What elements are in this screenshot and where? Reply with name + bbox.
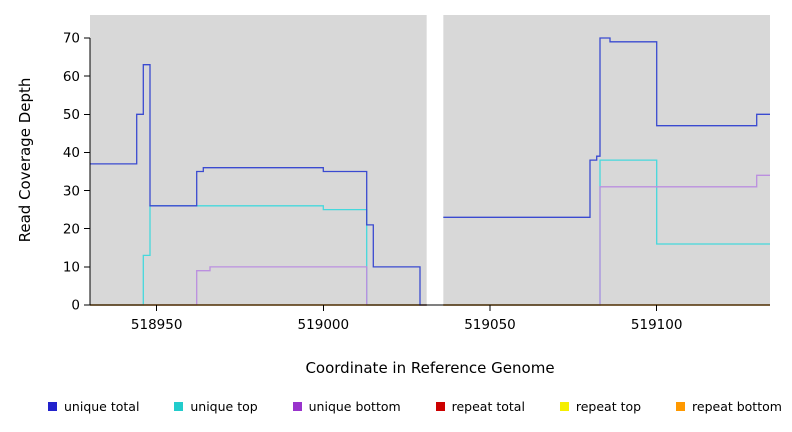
legend-label: repeat bottom (692, 399, 782, 414)
legend: unique total unique top unique bottom repea… (48, 399, 782, 414)
legend-swatch-repeat-bottom (676, 402, 686, 411)
y-axis-title: Read Coverage Depth (16, 77, 34, 243)
y-tick-label: 50 (63, 107, 80, 123)
legend-label: unique top (190, 399, 258, 414)
legend-item-repeat-bottom: repeat bottom (676, 399, 782, 414)
legend-item-unique-bottom: unique bottom (292, 399, 401, 414)
y-tick-label: 10 (63, 260, 80, 276)
x-tick-label: 519000 (298, 317, 350, 333)
y-tick-label: 60 (63, 69, 80, 85)
no-data-gap (426, 15, 444, 305)
legend-item-unique-top: unique top (174, 399, 258, 414)
legend-swatch-repeat-top (559, 402, 569, 411)
legend-label: unique total (64, 399, 140, 414)
y-tick-label: 0 (71, 298, 80, 314)
y-tick-label: 30 (63, 183, 80, 199)
legend-swatch-repeat-total (435, 402, 445, 411)
series-line-unique-top (90, 205, 427, 306)
x-tick-label: 519050 (464, 317, 516, 333)
series-line-unique-total (90, 64, 427, 306)
y-tick-label: 20 (63, 221, 80, 237)
legend-swatch-unique-bottom (292, 402, 302, 411)
y-tick-label: 40 (63, 145, 80, 161)
legend-swatch-unique-top (174, 402, 184, 411)
series-line-unique-total (443, 37, 770, 218)
legend-label: unique bottom (308, 399, 401, 414)
legend-item-repeat-total: repeat total (435, 399, 525, 414)
y-tick-label: 70 (63, 31, 80, 47)
x-axis-title: Coordinate in Reference Genome (305, 359, 555, 377)
x-tick-label: 518950 (131, 317, 183, 333)
series-line-unique-bottom (90, 266, 427, 306)
x-tick-label: 519100 (631, 317, 683, 333)
legend-item-repeat-top: repeat top (559, 399, 642, 414)
legend-item-unique-total: unique total (48, 399, 139, 414)
legend-label: repeat top (575, 399, 642, 414)
legend-swatch-unique-total (48, 402, 57, 411)
legend-label: repeat total (451, 399, 525, 414)
